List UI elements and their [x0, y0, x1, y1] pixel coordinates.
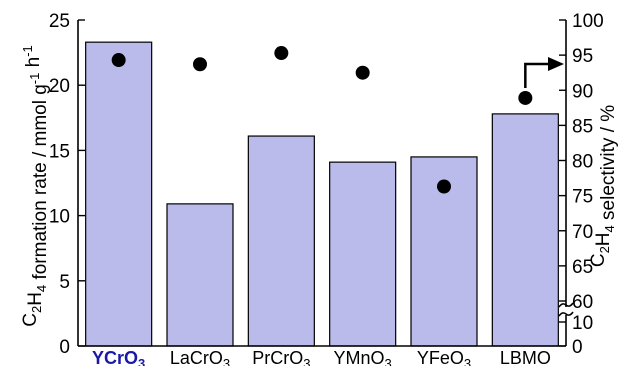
left-tick-label: 10	[49, 207, 70, 228]
axis-break-mark-0	[558, 302, 574, 308]
right-tick-label: 10	[572, 313, 593, 334]
point-yfeo3	[437, 179, 451, 194]
category-label: YMnO3	[334, 348, 392, 366]
right-tick-label: 90	[572, 81, 593, 102]
right-tick-label: 100	[572, 11, 604, 32]
left-axis-ticks: 0 5 10 15 20 25	[49, 11, 85, 358]
right-tick-label: 0	[572, 337, 583, 358]
bar-lbmo	[491, 113, 559, 347]
left-tick-label: 20	[49, 76, 70, 97]
category-label: LBMO	[500, 348, 551, 366]
axes-group	[77, 20, 574, 347]
right-tick-label: 80	[572, 152, 593, 173]
bar-lacro3	[166, 203, 234, 347]
arrow-line	[524, 62, 550, 88]
points-group	[111, 46, 533, 194]
category-label: YCrO3	[92, 348, 145, 366]
category-label: LaCrO3	[170, 348, 230, 366]
arrow-head-icon	[548, 57, 564, 71]
right-axis-ticks: 60 65 70 75 80 85 90 95 100 0 10	[559, 11, 604, 358]
point-lbmo	[518, 90, 533, 105]
right-tick-label: 75	[572, 187, 593, 208]
left-axis-title: C2H4 formation rate / mmol g-1 h-1	[20, 45, 51, 327]
right-axis-title: C2H4 selectivity / %	[588, 105, 618, 267]
bar-ymno3	[329, 161, 397, 347]
bars-group	[85, 41, 559, 347]
left-tick-label: 15	[49, 141, 70, 162]
point-ymno3	[355, 65, 370, 80]
category-label: YFeO3	[417, 348, 471, 366]
bar-prcro3	[247, 135, 315, 347]
left-tick-label: 0	[59, 337, 70, 358]
left-tick-label: 5	[59, 272, 70, 293]
point-prcro3	[274, 46, 289, 61]
point-ycro3	[111, 53, 126, 68]
point-lacro3	[193, 57, 207, 72]
bar-ycro3	[85, 41, 153, 347]
lbmo-arrow-annotation	[524, 57, 564, 88]
axis-break-mark-1	[558, 311, 574, 317]
right-tick-label: 65	[572, 257, 593, 278]
left-tick-label: 25	[49, 11, 70, 32]
category-labels: YCrO3 LaCrO3 PrCrO3 YMnO3 YFeO3 LBMO	[92, 348, 551, 366]
right-tick-label: 60	[572, 292, 593, 313]
right-tick-label: 85	[572, 116, 593, 137]
right-tick-label: 95	[572, 46, 593, 67]
category-label: PrCrO3	[252, 348, 310, 366]
right-tick-label: 70	[572, 222, 593, 243]
